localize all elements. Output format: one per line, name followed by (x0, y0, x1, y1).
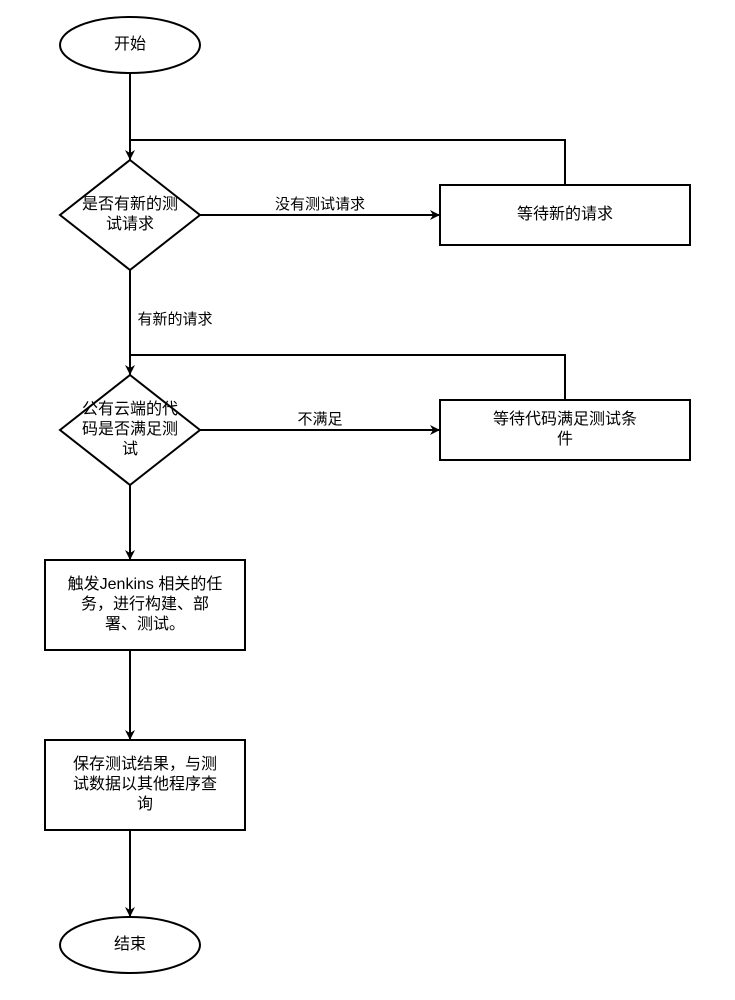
svg-text:试数据以其他程序查: 试数据以其他程序查 (73, 775, 217, 793)
svg-text:触发Jenkins 相关的任: 触发Jenkins 相关的任 (68, 575, 223, 593)
svg-text:不满足: 不满足 (297, 411, 342, 428)
svg-text:没有测试请求: 没有测试请求 (275, 196, 365, 213)
edge-1: 没有测试请求 (200, 196, 440, 215)
node-wait1: 等待新的请求 (440, 185, 690, 245)
svg-text:公有云端的代: 公有云端的代 (82, 400, 178, 418)
edge-4: 不满足 (200, 411, 440, 430)
svg-text:码是否满足测: 码是否满足测 (82, 420, 178, 438)
node-d2: 公有云端的代码是否满足测试 (60, 375, 200, 485)
svg-text:是否有新的测: 是否有新的测 (82, 195, 178, 213)
svg-text:有新的请求: 有新的请求 (137, 311, 212, 328)
svg-text:询: 询 (137, 795, 153, 813)
svg-text:等待代码满足测试条: 等待代码满足测试条 (493, 410, 637, 428)
node-save: 保存测试结果，与测试数据以其他程序查询 (45, 740, 245, 830)
node-start: 开始 (60, 17, 200, 73)
edge-2 (130, 140, 565, 185)
svg-text:等待新的请求: 等待新的请求 (517, 205, 613, 223)
svg-text:结束: 结束 (114, 935, 146, 953)
node-wait2: 等待代码满足测试条件 (440, 400, 690, 460)
svg-text:试: 试 (122, 440, 138, 458)
svg-text:件: 件 (557, 430, 573, 448)
node-d1: 是否有新的测试请求 (60, 160, 200, 270)
svg-text:开始: 开始 (114, 35, 146, 53)
svg-text:保存测试结果，与测: 保存测试结果，与测 (73, 755, 217, 773)
node-end: 结束 (60, 917, 200, 973)
edge-5 (130, 355, 565, 400)
edge-3: 有新的请求 (130, 270, 213, 375)
node-jenkins: 触发Jenkins 相关的任务，进行构建、部署、测试。 (45, 560, 245, 650)
svg-text:务，进行构建、部: 务，进行构建、部 (81, 595, 209, 613)
svg-text:署、测试。: 署、测试。 (105, 615, 185, 633)
svg-text:试请求: 试请求 (106, 215, 154, 233)
flowchart-canvas: 没有测试请求有新的请求不满足 开始是否有新的测试请求 等待新的请求公有云端的代码是… (0, 0, 735, 1000)
